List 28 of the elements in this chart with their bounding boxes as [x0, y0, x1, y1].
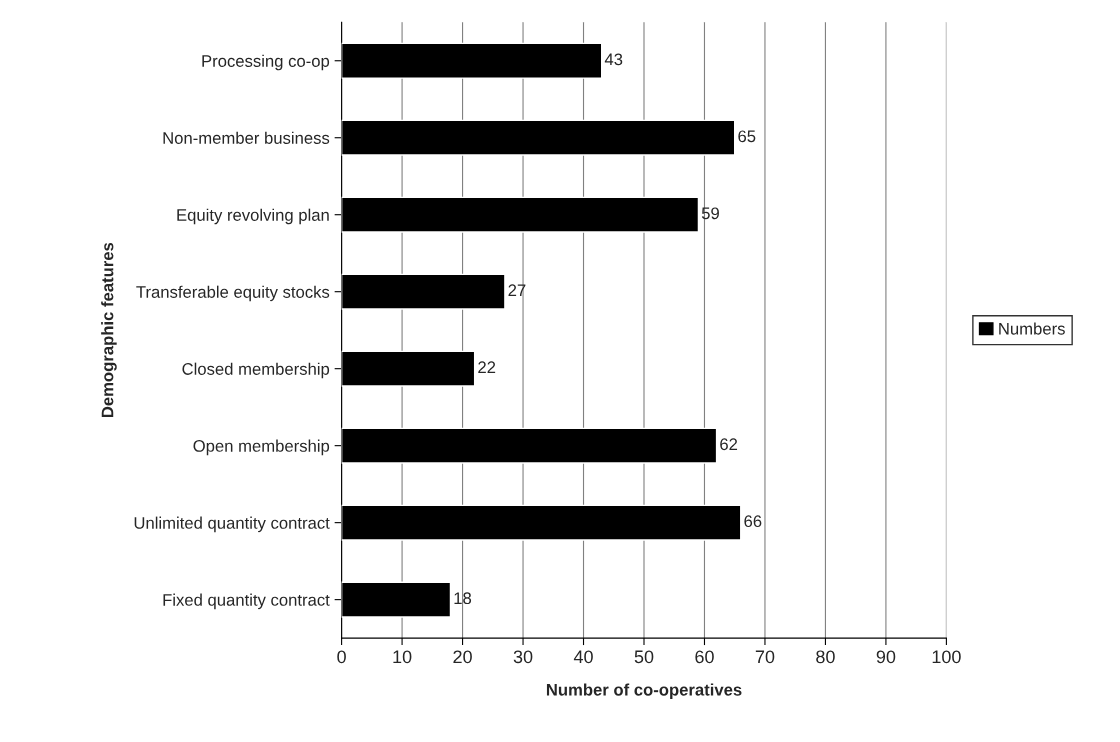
x-axis-title: Number of co-operatives [546, 683, 742, 699]
x-tick-label: 70 [755, 650, 775, 664]
x-tick-label: 30 [513, 650, 533, 664]
data-label: 62 [720, 438, 738, 451]
data-label: 27 [508, 284, 526, 297]
x-tick-label: 100 [932, 650, 961, 664]
y-tick-label: Non-member business [163, 131, 330, 144]
x-tick-label: 60 [695, 650, 714, 664]
x-tick-label: 20 [453, 650, 472, 664]
data-label: 43 [604, 53, 623, 66]
x-tick-label: 50 [634, 650, 654, 664]
y-tick-label: Equity revolving plan [177, 208, 329, 225]
x-tick-label: 10 [393, 650, 412, 664]
y-tick-label: Transferable equity stocks [136, 285, 330, 302]
data-label: 22 [478, 361, 496, 373]
y-tick-label: Processing co-op [202, 54, 330, 71]
y-tick-label: Closed membership [182, 362, 330, 379]
data-label: 66 [744, 515, 762, 528]
x-tick-label: 40 [573, 650, 593, 664]
x-tick-label: 0 [337, 650, 346, 664]
y-tick-label: Unlimited quantity contract [134, 516, 330, 533]
y-tick-label: Fixed quantity contract [163, 593, 330, 610]
x-tick-label: 80 [816, 650, 835, 664]
legend-label: Numbers [999, 322, 1065, 335]
data-label: 65 [738, 130, 756, 143]
y-axis-title: Demographic features [101, 242, 117, 418]
y-tick-label: Open membership [193, 439, 330, 456]
x-tick-label: 90 [876, 650, 896, 664]
